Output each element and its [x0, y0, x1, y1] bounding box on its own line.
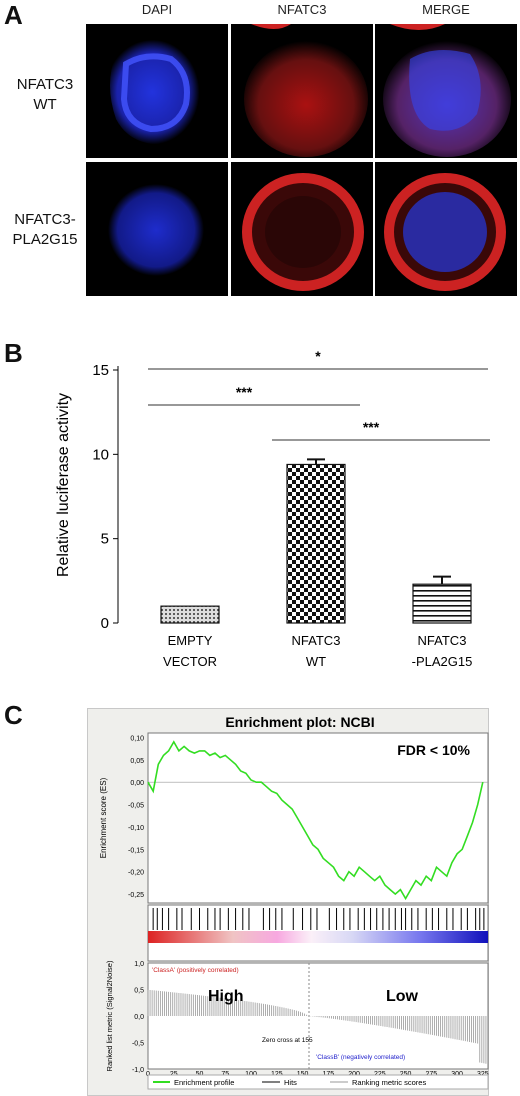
es-tick-label: 0,00	[130, 780, 144, 787]
metric-tick-label: 0,5	[134, 988, 144, 995]
category-label: NFATC3	[418, 633, 467, 648]
category-label: -PLA2G15	[412, 654, 473, 669]
y-tick-label: 5	[101, 531, 109, 548]
merge-pla2g15-image	[375, 162, 517, 296]
significance-label: ***	[363, 419, 380, 435]
significance-label: ***	[236, 384, 253, 400]
y-tick-label: 10	[92, 446, 109, 463]
metric-tick-label: 1,0	[134, 961, 144, 968]
bar-0	[160, 605, 220, 624]
bar-2	[412, 583, 472, 624]
es-y-label: Enrichment score (ES)	[99, 777, 108, 858]
ranking-colour-band	[148, 931, 488, 943]
metric-tick-label: 0,0	[134, 1014, 144, 1021]
row-label-pla2g15: NFATC3- PLA2G15	[12, 211, 78, 248]
gsea-chart: Enrichment plot: NCBI FDR < 10% 0,10 0,05…	[99, 714, 489, 1091]
column-label-merge: MERGE	[422, 2, 470, 17]
metric-tick-label: -0,5	[132, 1041, 144, 1048]
nfatc3-wt-image	[231, 24, 373, 158]
row-label-wt: NFATC3 WT	[16, 76, 74, 113]
es-tick-label: -0,05	[128, 803, 144, 810]
nfatc3-pla2g15-image	[231, 162, 373, 296]
merge-wt-image	[375, 24, 517, 158]
bar-1	[286, 463, 346, 624]
dapi-pla2g15-image	[86, 162, 228, 296]
metric-tick-label: -1,0	[132, 1067, 144, 1074]
zero-cross-label: Zero cross at 155	[262, 1037, 313, 1044]
y-tick-label: 15	[92, 362, 109, 379]
es-tick-label: -0,10	[128, 825, 144, 832]
gsea-title: Enrichment plot: NCBI	[225, 714, 374, 730]
panel-c-letter: C	[4, 700, 23, 730]
category-label: NFATC3	[292, 633, 341, 648]
es-tick-label: 0,05	[130, 758, 144, 765]
dapi-wt-image	[86, 24, 228, 158]
es-tick-label: -0,15	[128, 847, 144, 854]
enrichment-profile-line	[147, 740, 484, 901]
column-label-dapi: DAPI	[141, 2, 173, 17]
panel-b-letter: B	[4, 338, 23, 368]
es-tick-label: -0,25	[128, 892, 144, 899]
category-label: EMPTY	[168, 633, 213, 648]
y-axis-label: Relative luciferase activity	[55, 393, 72, 577]
legend-enrichment-profile: Enrichment profile	[174, 1078, 234, 1087]
column-label-nfatc3: NFATC3	[277, 2, 327, 17]
class-a-label: 'ClassA' (positively correlated)	[152, 967, 239, 974]
low-label: Low	[386, 988, 419, 1005]
es-tick-label: -0,20	[128, 870, 144, 877]
y-tick-label: 0	[101, 615, 109, 632]
category-label: WT	[306, 654, 326, 669]
category-label: VECTOR	[163, 654, 217, 669]
legend-ranking-metric: Ranking metric scores	[352, 1078, 426, 1087]
panel-a-letter: A	[4, 0, 23, 30]
ranked-y-label: Ranked list metric (Signal2Noise)	[105, 960, 114, 1071]
high-label: High	[208, 988, 244, 1005]
class-b-label: 'ClassB' (negatively correlated)	[316, 1054, 405, 1061]
significance-label: *	[315, 348, 321, 364]
legend-hits: Hits	[284, 1078, 297, 1087]
fdr-label: FDR < 10%	[397, 742, 470, 758]
es-tick-label: 0,10	[130, 735, 144, 742]
